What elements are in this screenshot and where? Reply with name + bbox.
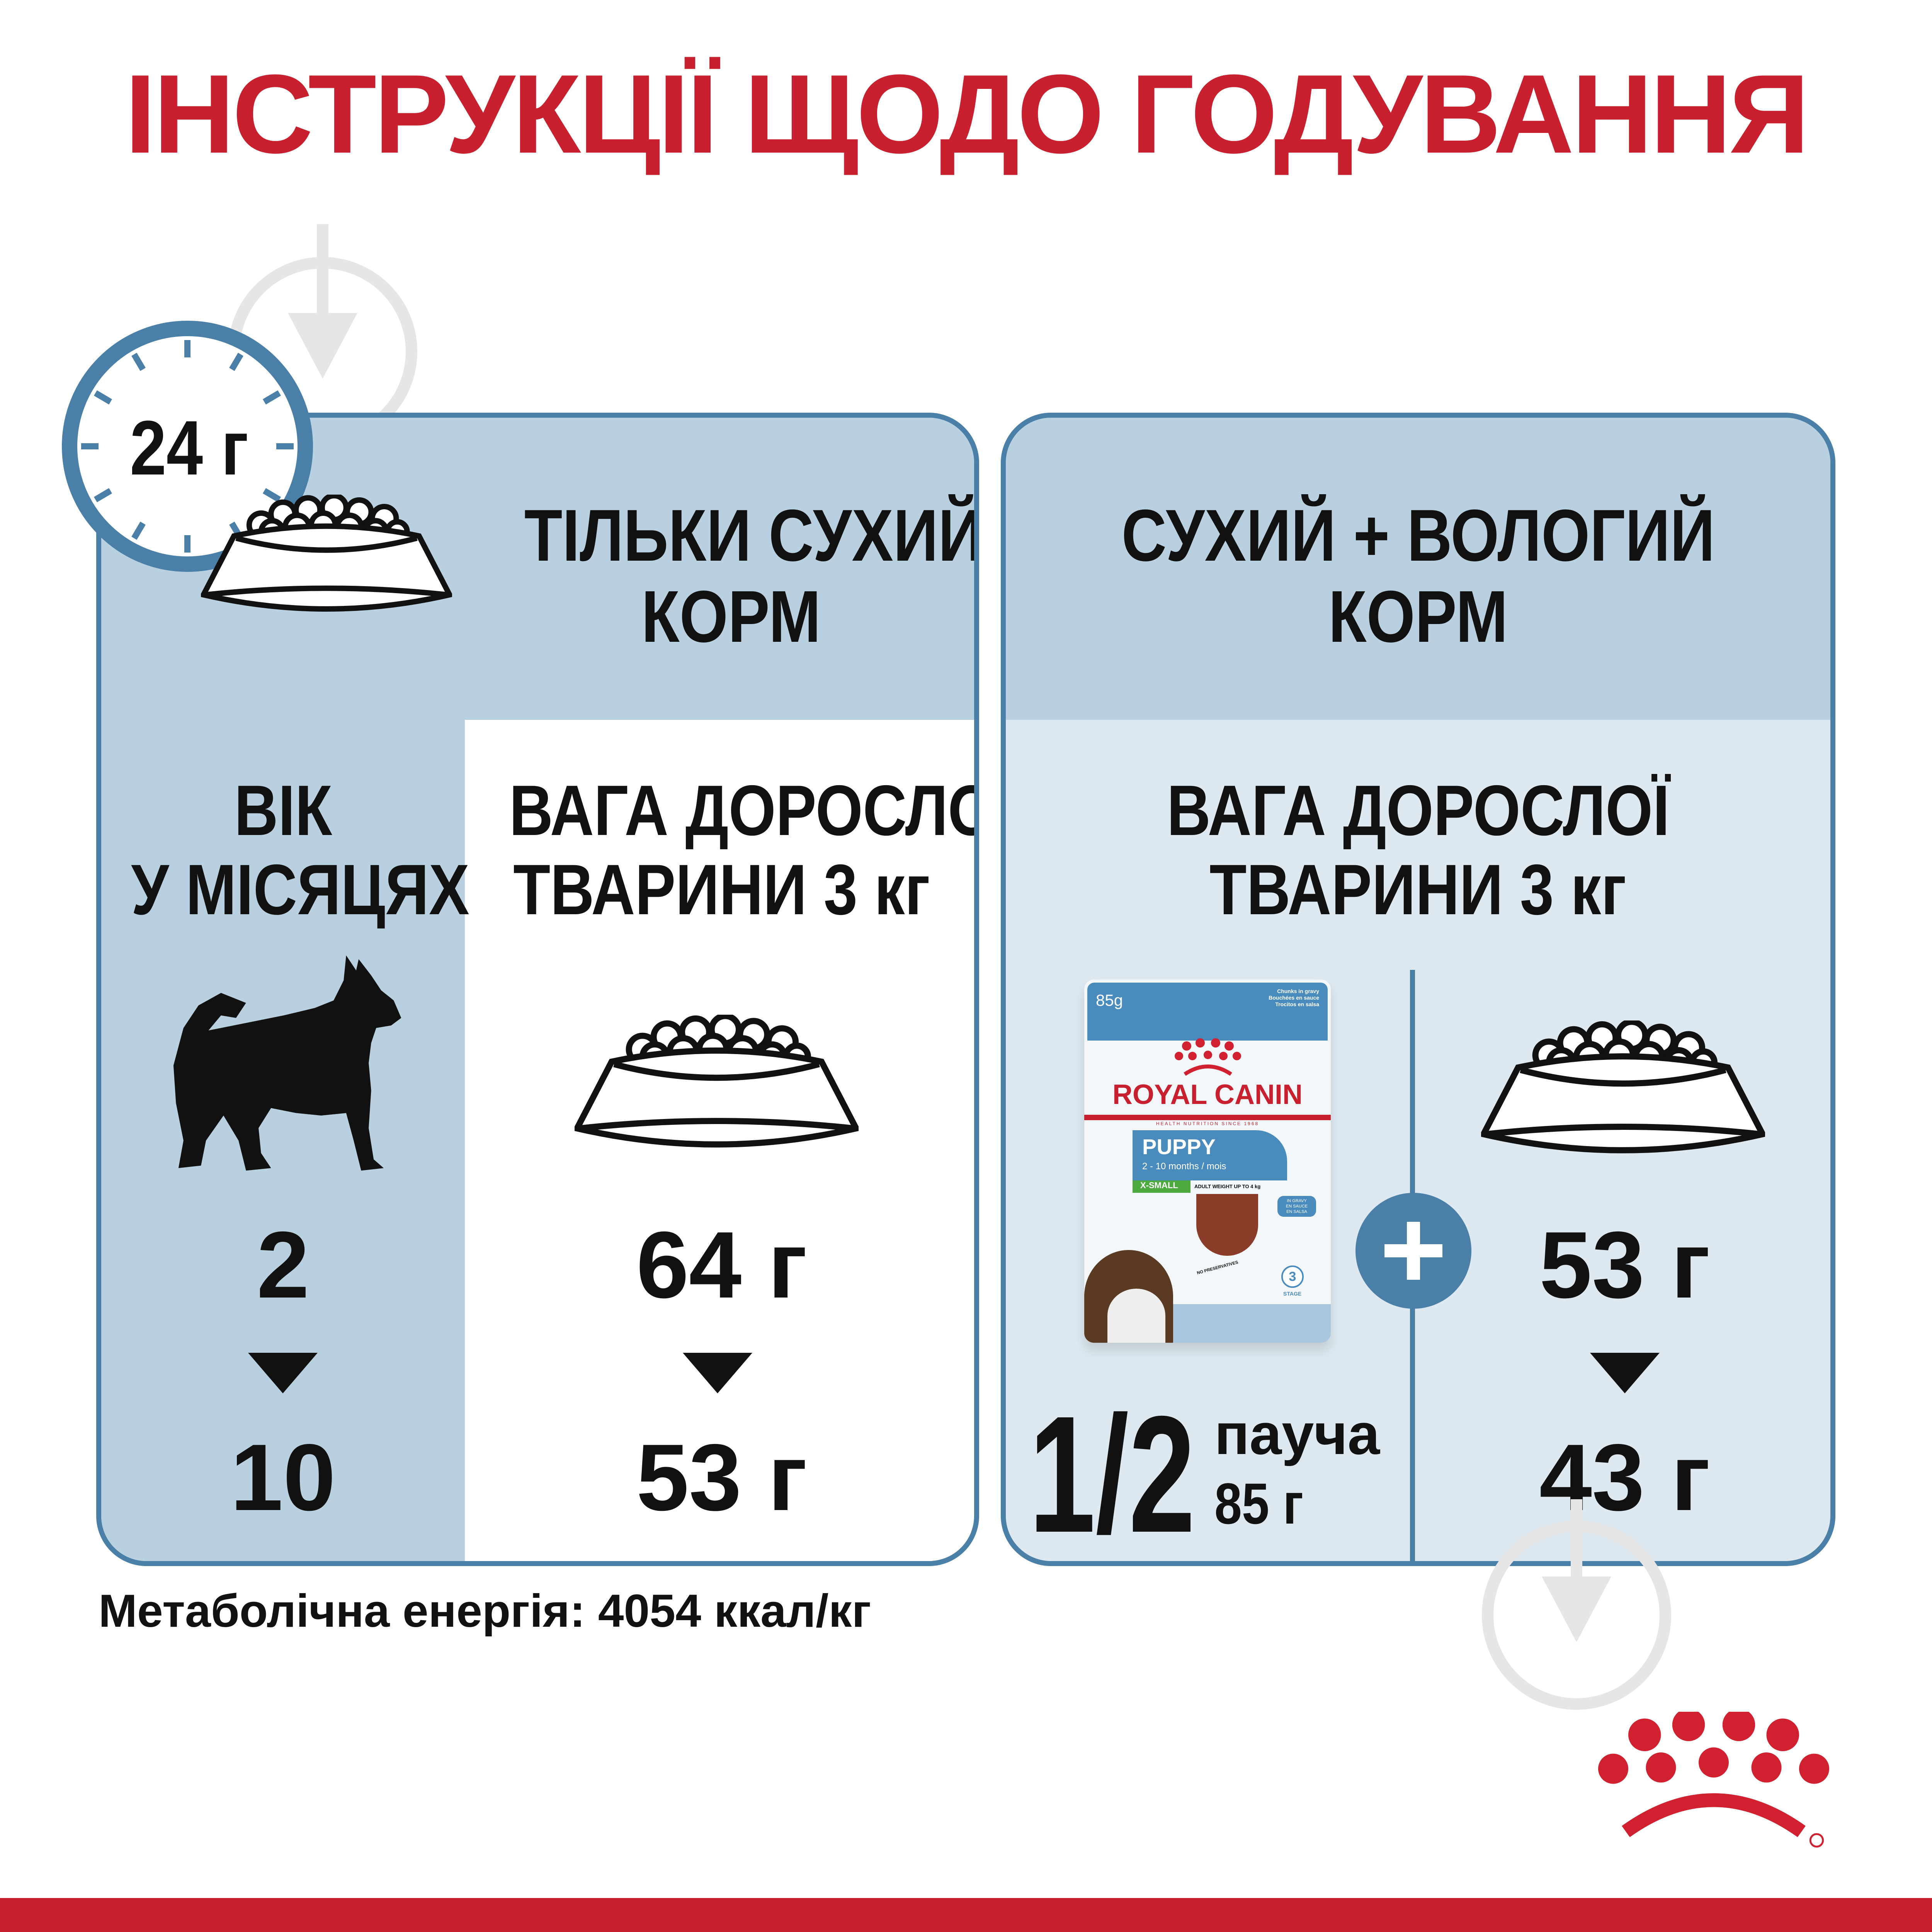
dry-only-header: ТІЛЬКИ СУХИЙ КОРМ <box>524 495 979 658</box>
wet-food-pouch-image: 85g Chunks in gravy Bouchées en sauce Troc… <box>1084 980 1331 1343</box>
metabolic-energy-note: Метаболічна енергія: 4054 ккал/кг <box>99 1585 871 1637</box>
dry-food-bowl-icon <box>1481 1020 1765 1156</box>
page-title: ІНСТРУКЦІЇ ЩОДО ГОДУВАННЯ <box>125 51 1810 177</box>
pouch-age: 2 - 10 months / mois <box>1142 1161 1226 1172</box>
age-arrow-down-icon <box>248 1353 318 1393</box>
bottom-brand-bar <box>0 1898 1932 1932</box>
royal-canin-logo-icon <box>1598 1712 1829 1848</box>
dry-food-bowl-icon <box>575 1015 859 1151</box>
daily-amount-badge: 24 г <box>130 405 249 491</box>
dry-amount-to: 43 г <box>1539 1424 1711 1530</box>
age-to: 10 <box>230 1424 336 1530</box>
pouch-gravy-badge: IN GRAVY EN SAUCE EN SALSA <box>1277 1196 1316 1217</box>
badge-bowl-icon <box>201 495 452 614</box>
dry-wet-header-band <box>1006 418 1830 720</box>
amount-from: 64 г <box>636 1212 808 1318</box>
pouch-desc: Chunks in gravy Bouchées en sauce Trocitos… <box>1269 988 1319 1007</box>
pouch-adult-weight: ADULT WEIGHT UP TO 4 kg <box>1194 1184 1261 1189</box>
pouch-unit-label: пауча 85 г <box>1214 1401 1380 1536</box>
pouch-no-preservatives: NO PRESERVATIVES <box>1196 1260 1239 1276</box>
amount-to: 53 г <box>636 1424 808 1530</box>
pouch-size: X-SMALL <box>1133 1180 1190 1193</box>
dry-amount-from: 53 г <box>1539 1212 1711 1318</box>
dry-wet-header: СУХИЙ + ВОЛОГИЙ КОРМ <box>1121 495 1715 658</box>
age-column <box>101 720 465 1561</box>
pouch-stage-label: STAGE <box>1283 1291 1302 1297</box>
puppy-silhouette-icon <box>173 955 401 1171</box>
pouch-stage: 3 <box>1281 1265 1304 1288</box>
pouch-brand: ROYAL CANIN <box>1112 1079 1303 1110</box>
clock-icon <box>62 321 313 572</box>
dry-wet-weight-label: ВАГА ДОРОСЛОЇ ТВАРИНИ 3 кг <box>1167 771 1670 930</box>
age-from: 2 <box>257 1212 310 1318</box>
age-label: ВІК У МІСЯЦЯХ <box>131 771 469 930</box>
weight-label: ВАГА ДОРОСЛОЇ ТВАРИНИ 3 кг <box>509 771 979 930</box>
plus-icon <box>1355 1193 1471 1309</box>
royal-canin-crown-icon <box>1175 1038 1241 1076</box>
dry-arrow-down-icon <box>1590 1353 1660 1393</box>
amount-arrow-down-icon <box>683 1353 752 1393</box>
pouch-product: PUPPY <box>1142 1134 1216 1159</box>
pouch-weight: 85g <box>1096 991 1123 1009</box>
pouch-fraction: 1/2 <box>1029 1382 1196 1566</box>
pouch-tagline: HEALTH NUTRITION SINCE 1968 <box>1156 1121 1259 1126</box>
download-watermark-icon <box>1482 1499 1671 1710</box>
